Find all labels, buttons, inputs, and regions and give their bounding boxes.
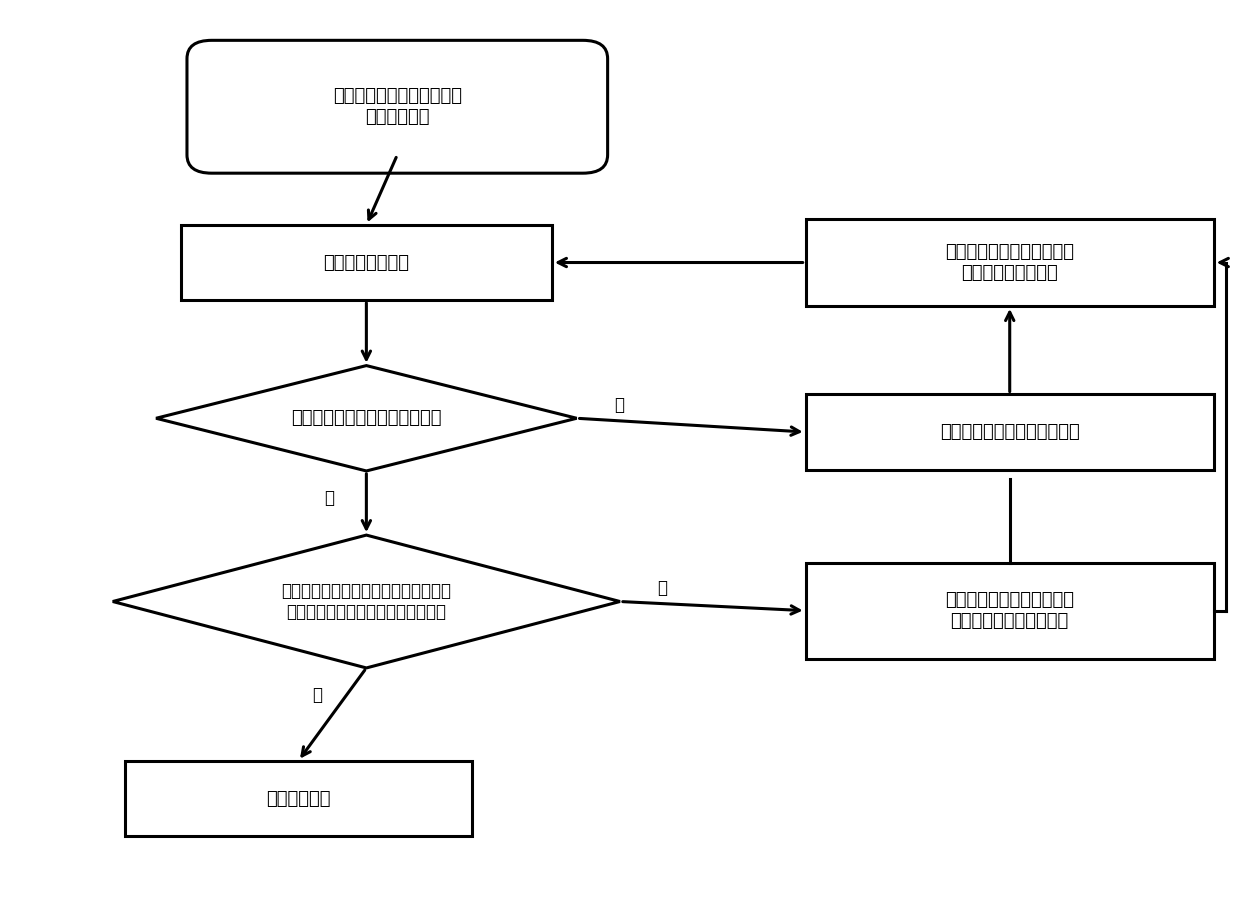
Text: 图像识别单元识别是否包含标签: 图像识别单元识别是否包含标签 — [291, 409, 441, 427]
Text: 否: 否 — [614, 395, 624, 414]
Polygon shape — [113, 535, 620, 668]
Text: 否: 否 — [657, 579, 667, 596]
FancyBboxPatch shape — [125, 761, 471, 836]
Text: 到达校准位置: 到达校准位置 — [267, 789, 331, 808]
FancyBboxPatch shape — [806, 219, 1214, 306]
FancyBboxPatch shape — [187, 40, 608, 173]
Text: 充电设备与待充电设备处于
第一相对位置: 充电设备与待充电设备处于 第一相对位置 — [332, 87, 461, 126]
FancyBboxPatch shape — [806, 562, 1214, 659]
Text: 执行装置控制充电装置带动
采集装置做位姿调整: 执行装置控制充电装置带动 采集装置做位姿调整 — [945, 244, 1074, 282]
Polygon shape — [156, 366, 577, 471]
FancyBboxPatch shape — [181, 225, 552, 301]
Text: 二次校准单元根据所述相对
位姿关系转换为校准指令: 二次校准单元根据所述相对 位姿关系转换为校准指令 — [945, 591, 1074, 630]
FancyBboxPatch shape — [806, 394, 1214, 470]
Text: 初校准单元调用预设矫正指令: 初校准单元调用预设矫正指令 — [940, 423, 1080, 441]
Text: 是: 是 — [312, 686, 322, 705]
Text: 采集装置采集图像: 采集装置采集图像 — [324, 254, 409, 271]
Text: 是: 是 — [324, 490, 335, 507]
Text: 位姿判断单元判断所述的标签与所述的
图像采集器的相对位姿关系是否匹配: 位姿判断单元判断所述的标签与所述的 图像采集器的相对位姿关系是否匹配 — [281, 582, 451, 621]
